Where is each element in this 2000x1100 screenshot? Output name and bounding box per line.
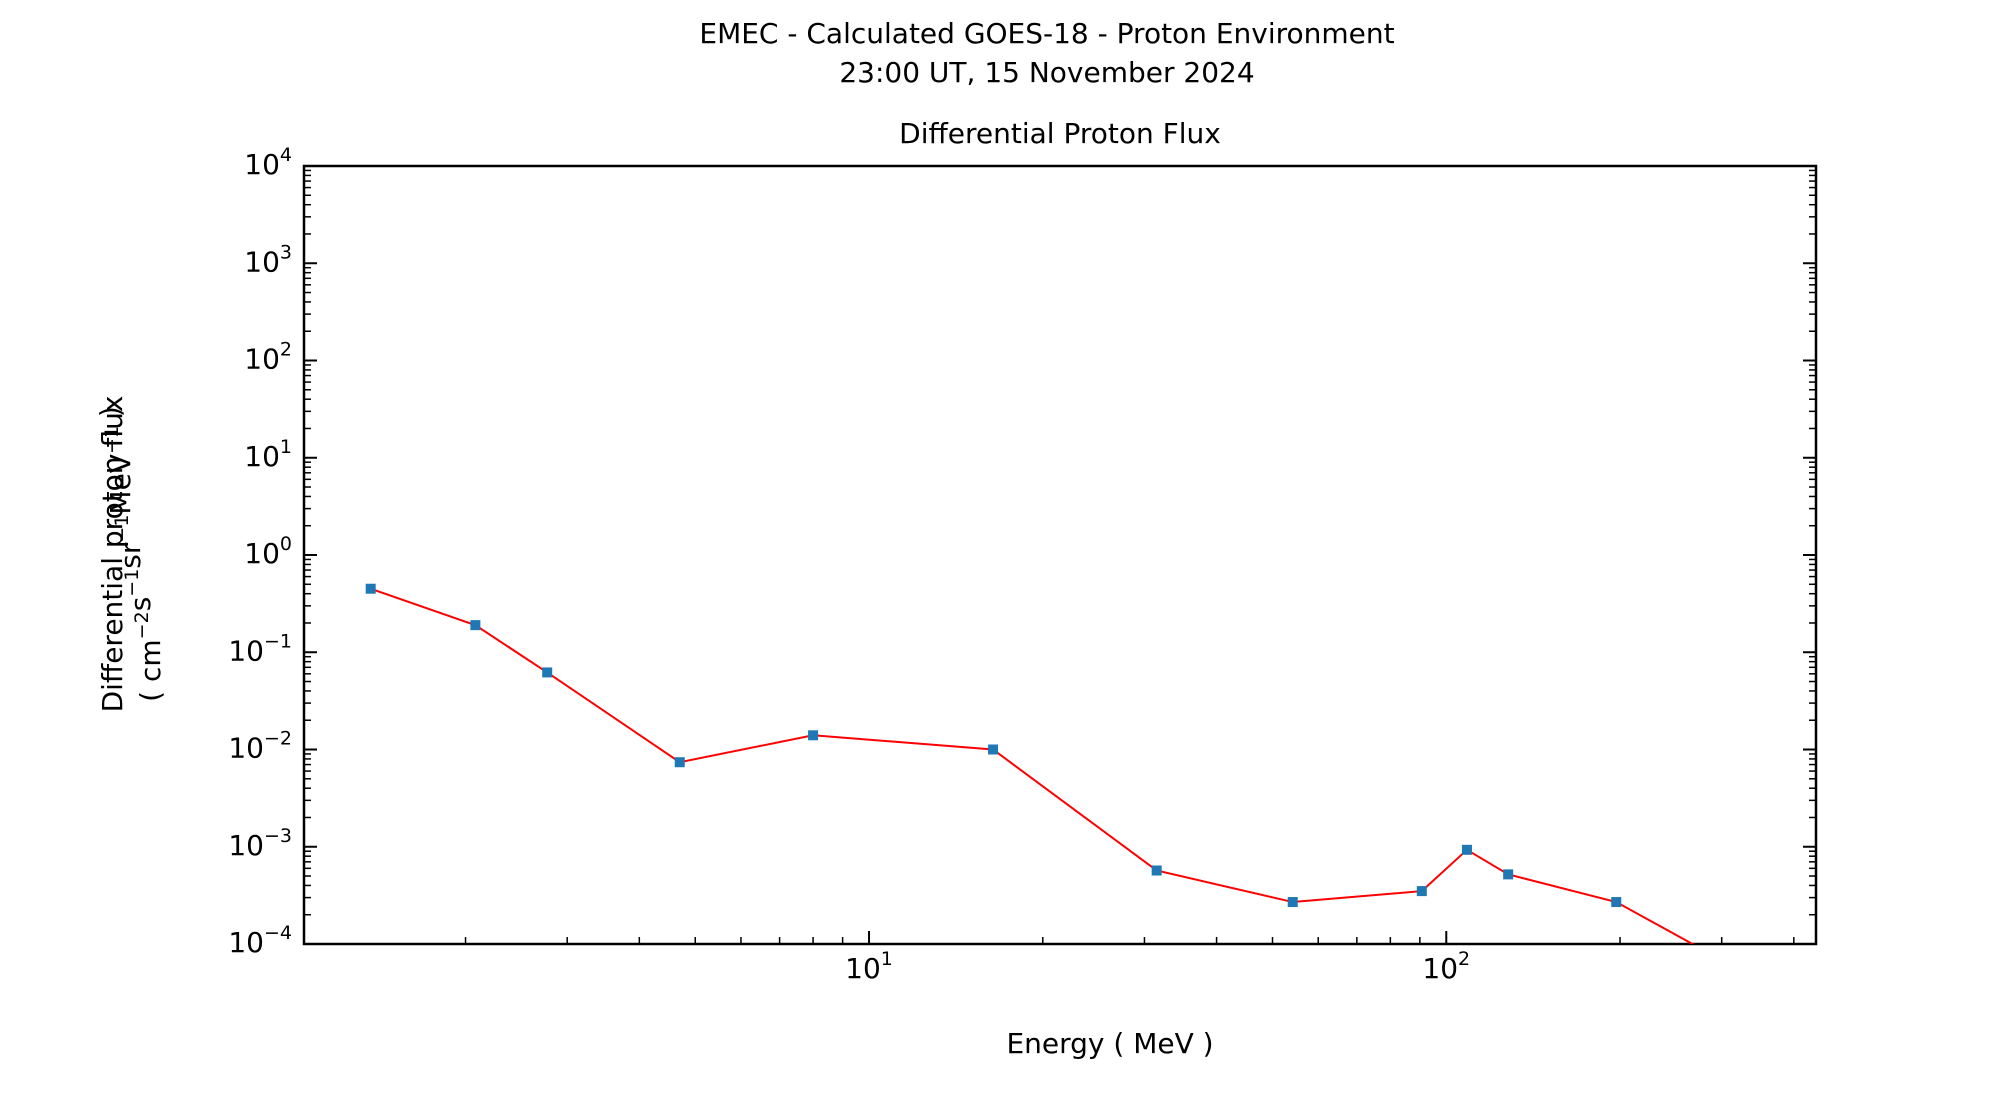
tick-base: 10	[228, 732, 264, 765]
data-point	[542, 667, 553, 678]
y-tick-label: 100	[244, 533, 292, 571]
tick-exponent: 4	[280, 144, 292, 166]
units-text: ( cm	[134, 639, 167, 702]
tick-base: 10	[244, 440, 280, 473]
tick-exponent: 1	[881, 948, 893, 970]
units-text: s	[124, 597, 157, 612]
y-tick-label: 10−1	[228, 630, 292, 668]
tick-exponent: 3	[280, 241, 292, 263]
y-tick-label: 103	[244, 241, 292, 279]
tick-base: 10	[244, 343, 280, 376]
plot-title: Differential Proton Flux	[899, 117, 1221, 150]
tick-exponent: 1	[280, 435, 292, 457]
tick-exponent: −3	[264, 824, 292, 846]
tick-base: 10	[244, 537, 280, 570]
units-sup: −1	[111, 515, 133, 543]
units-sup: −1	[121, 569, 143, 597]
tick-base: 10	[228, 829, 264, 862]
tick-base: 10	[244, 245, 280, 278]
units-text: MeV	[104, 454, 137, 515]
data-point	[1287, 897, 1298, 908]
data-point	[470, 620, 481, 631]
tick-base: 10	[845, 952, 881, 985]
tick-exponent: 0	[280, 533, 292, 555]
data-point	[1461, 844, 1472, 855]
tick-exponent: 2	[1458, 948, 1470, 970]
y-axis-label: Differential proton flux	[96, 396, 129, 713]
tick-exponent: −1	[264, 630, 292, 652]
x-tick-label: 102	[1422, 948, 1470, 986]
units-text: sr	[114, 542, 147, 569]
data-point	[988, 744, 999, 755]
tick-base: 10	[228, 926, 264, 959]
y-axis-units: ( cm−2s−1sr−1MeV−1 )	[94, 406, 167, 702]
tick-exponent: −4	[264, 922, 292, 944]
tick-base: 10	[1422, 952, 1458, 985]
tick-exponent: −2	[264, 727, 292, 749]
y-tick-label: 102	[244, 338, 292, 376]
units-sup: −2	[131, 611, 153, 639]
units-sup: −1	[101, 426, 123, 454]
y-tick-label: 101	[244, 435, 292, 473]
data-point	[1416, 886, 1427, 897]
y-tick-label: 10−4	[228, 922, 292, 960]
data-point	[674, 757, 685, 768]
data-point	[1151, 865, 1162, 876]
units-text: )	[94, 406, 127, 426]
y-tick-label: 104	[244, 144, 292, 182]
tick-base: 10	[228, 634, 264, 667]
data-point	[1503, 869, 1514, 880]
data-point	[808, 730, 819, 741]
data-point	[1773, 986, 1783, 996]
series	[365, 583, 1783, 996]
chart-subtitle: 23:00 UT, 15 November 2024	[839, 56, 1254, 89]
x-axis-label: Energy ( MeV )	[1006, 1027, 1213, 1060]
x-tick-label: 101	[845, 948, 893, 986]
y-tick-label: 10−2	[228, 727, 292, 765]
data-line	[370, 587, 1695, 944]
data-point	[365, 583, 376, 594]
data-point	[1611, 897, 1622, 908]
plot-frame	[302, 164, 1818, 946]
y-tick-label: 10−3	[228, 824, 292, 862]
chart-title: EMEC - Calculated GOES-18 - Proton Envir…	[699, 17, 1394, 50]
tick-exponent: 2	[280, 338, 292, 360]
tick-base: 10	[244, 148, 280, 181]
